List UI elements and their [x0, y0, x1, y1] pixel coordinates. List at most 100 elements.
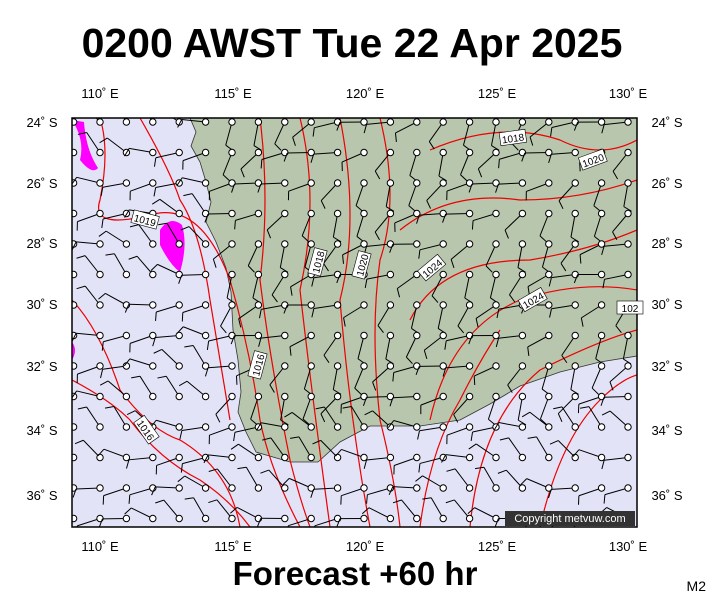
barb-feather [124, 209, 130, 218]
barb-station [122, 179, 131, 187]
barb-feather [230, 507, 238, 514]
barb-station [201, 179, 210, 187]
barb-staff [422, 475, 444, 489]
barb-station [360, 514, 368, 523]
barb-feather [75, 105, 83, 109]
barb-staff [392, 486, 417, 489]
barb-staff [446, 182, 470, 192]
barb-feather [247, 265, 255, 273]
barb-staff [184, 475, 206, 489]
barb-station [307, 453, 315, 462]
barb-staff [323, 406, 339, 428]
barb-feather [290, 436, 300, 439]
copyright: Copyright metvuw.com [514, 513, 625, 525]
barb-station [175, 209, 183, 218]
lat-label: 36˚ S [651, 488, 682, 503]
barb-feather [180, 463, 183, 473]
barb-station [307, 301, 315, 309]
barb-feather [418, 249, 421, 259]
barb-station [545, 118, 553, 126]
barb-station [465, 301, 474, 309]
barb-feather [53, 284, 62, 285]
barb-feather [558, 200, 564, 210]
barb-staff [320, 440, 338, 458]
barb-feather [366, 494, 368, 504]
barb-station [413, 240, 421, 248]
barb-feather [612, 231, 618, 240]
barb-station [492, 392, 500, 401]
barb-staff [392, 396, 417, 399]
barb-feather [77, 406, 87, 410]
barb-staff [186, 380, 206, 397]
barb-staff [445, 213, 470, 215]
barb-feather [422, 497, 432, 500]
barb-station [360, 423, 368, 431]
barb-feather [442, 367, 447, 377]
barb-staff [105, 230, 127, 245]
barb-staff [588, 406, 603, 428]
barb-feather [602, 279, 605, 289]
barb-station [518, 270, 527, 279]
barb-station [413, 148, 421, 157]
barb-staff [377, 304, 391, 326]
barb-staff [604, 243, 629, 247]
barb-feather [573, 274, 579, 284]
barb-station [122, 453, 131, 462]
barb-station [571, 179, 579, 187]
barb-feather [257, 183, 262, 193]
barb-station [281, 331, 289, 340]
barb-station [386, 240, 395, 248]
barb-station [228, 240, 236, 248]
barb-station [465, 240, 474, 248]
barb-staff [208, 454, 233, 458]
barb-feather [511, 143, 519, 151]
barb-staff [72, 518, 74, 520]
barb-staff [454, 468, 470, 489]
barb-feather [176, 326, 184, 334]
barb-feather [426, 200, 432, 209]
barb-feather [125, 459, 130, 469]
barb-staff [163, 499, 180, 519]
barb-station [492, 453, 500, 462]
lat-label: 30˚ S [26, 297, 57, 312]
barb-feather [157, 375, 167, 379]
barb-feather [361, 507, 370, 515]
barb-station [571, 423, 579, 431]
barb-station [201, 301, 210, 309]
barb-feather [320, 200, 326, 209]
barb-feather [72, 488, 77, 498]
title: 0200 AWST Tue 22 Apr 2025 [82, 20, 623, 66]
barb-station [72, 270, 78, 279]
barb-feather [323, 263, 329, 272]
barb-feather [289, 346, 292, 356]
barb-staff [487, 396, 497, 420]
barb-staff [207, 213, 233, 215]
barb-feather [97, 448, 105, 457]
barb-staff [72, 213, 74, 215]
barb-staff [604, 457, 629, 461]
barb-feather [408, 205, 416, 212]
barb-station [413, 514, 421, 523]
barb-feather [418, 463, 421, 473]
barb-station [386, 453, 395, 462]
barb-feather [124, 304, 130, 313]
barb-station [333, 301, 342, 309]
barb-staff [129, 487, 153, 496]
barb-station [307, 148, 315, 157]
barb-feather [601, 124, 605, 134]
barb-station [72, 118, 78, 126]
barb-feather [47, 413, 55, 418]
lat-label: 34˚ S [26, 423, 57, 438]
barb-station [228, 270, 236, 279]
barb-staff [332, 213, 339, 238]
barb-feather [364, 410, 373, 416]
barb-station [175, 484, 183, 492]
barb-feather [580, 406, 590, 409]
barb-staff [438, 152, 444, 177]
barb-staff [393, 365, 417, 374]
barb-staff [77, 213, 101, 223]
barb-station [281, 270, 289, 279]
barb-feather [184, 497, 194, 500]
isobar-label-box [578, 148, 608, 171]
barb-feather [231, 183, 235, 193]
